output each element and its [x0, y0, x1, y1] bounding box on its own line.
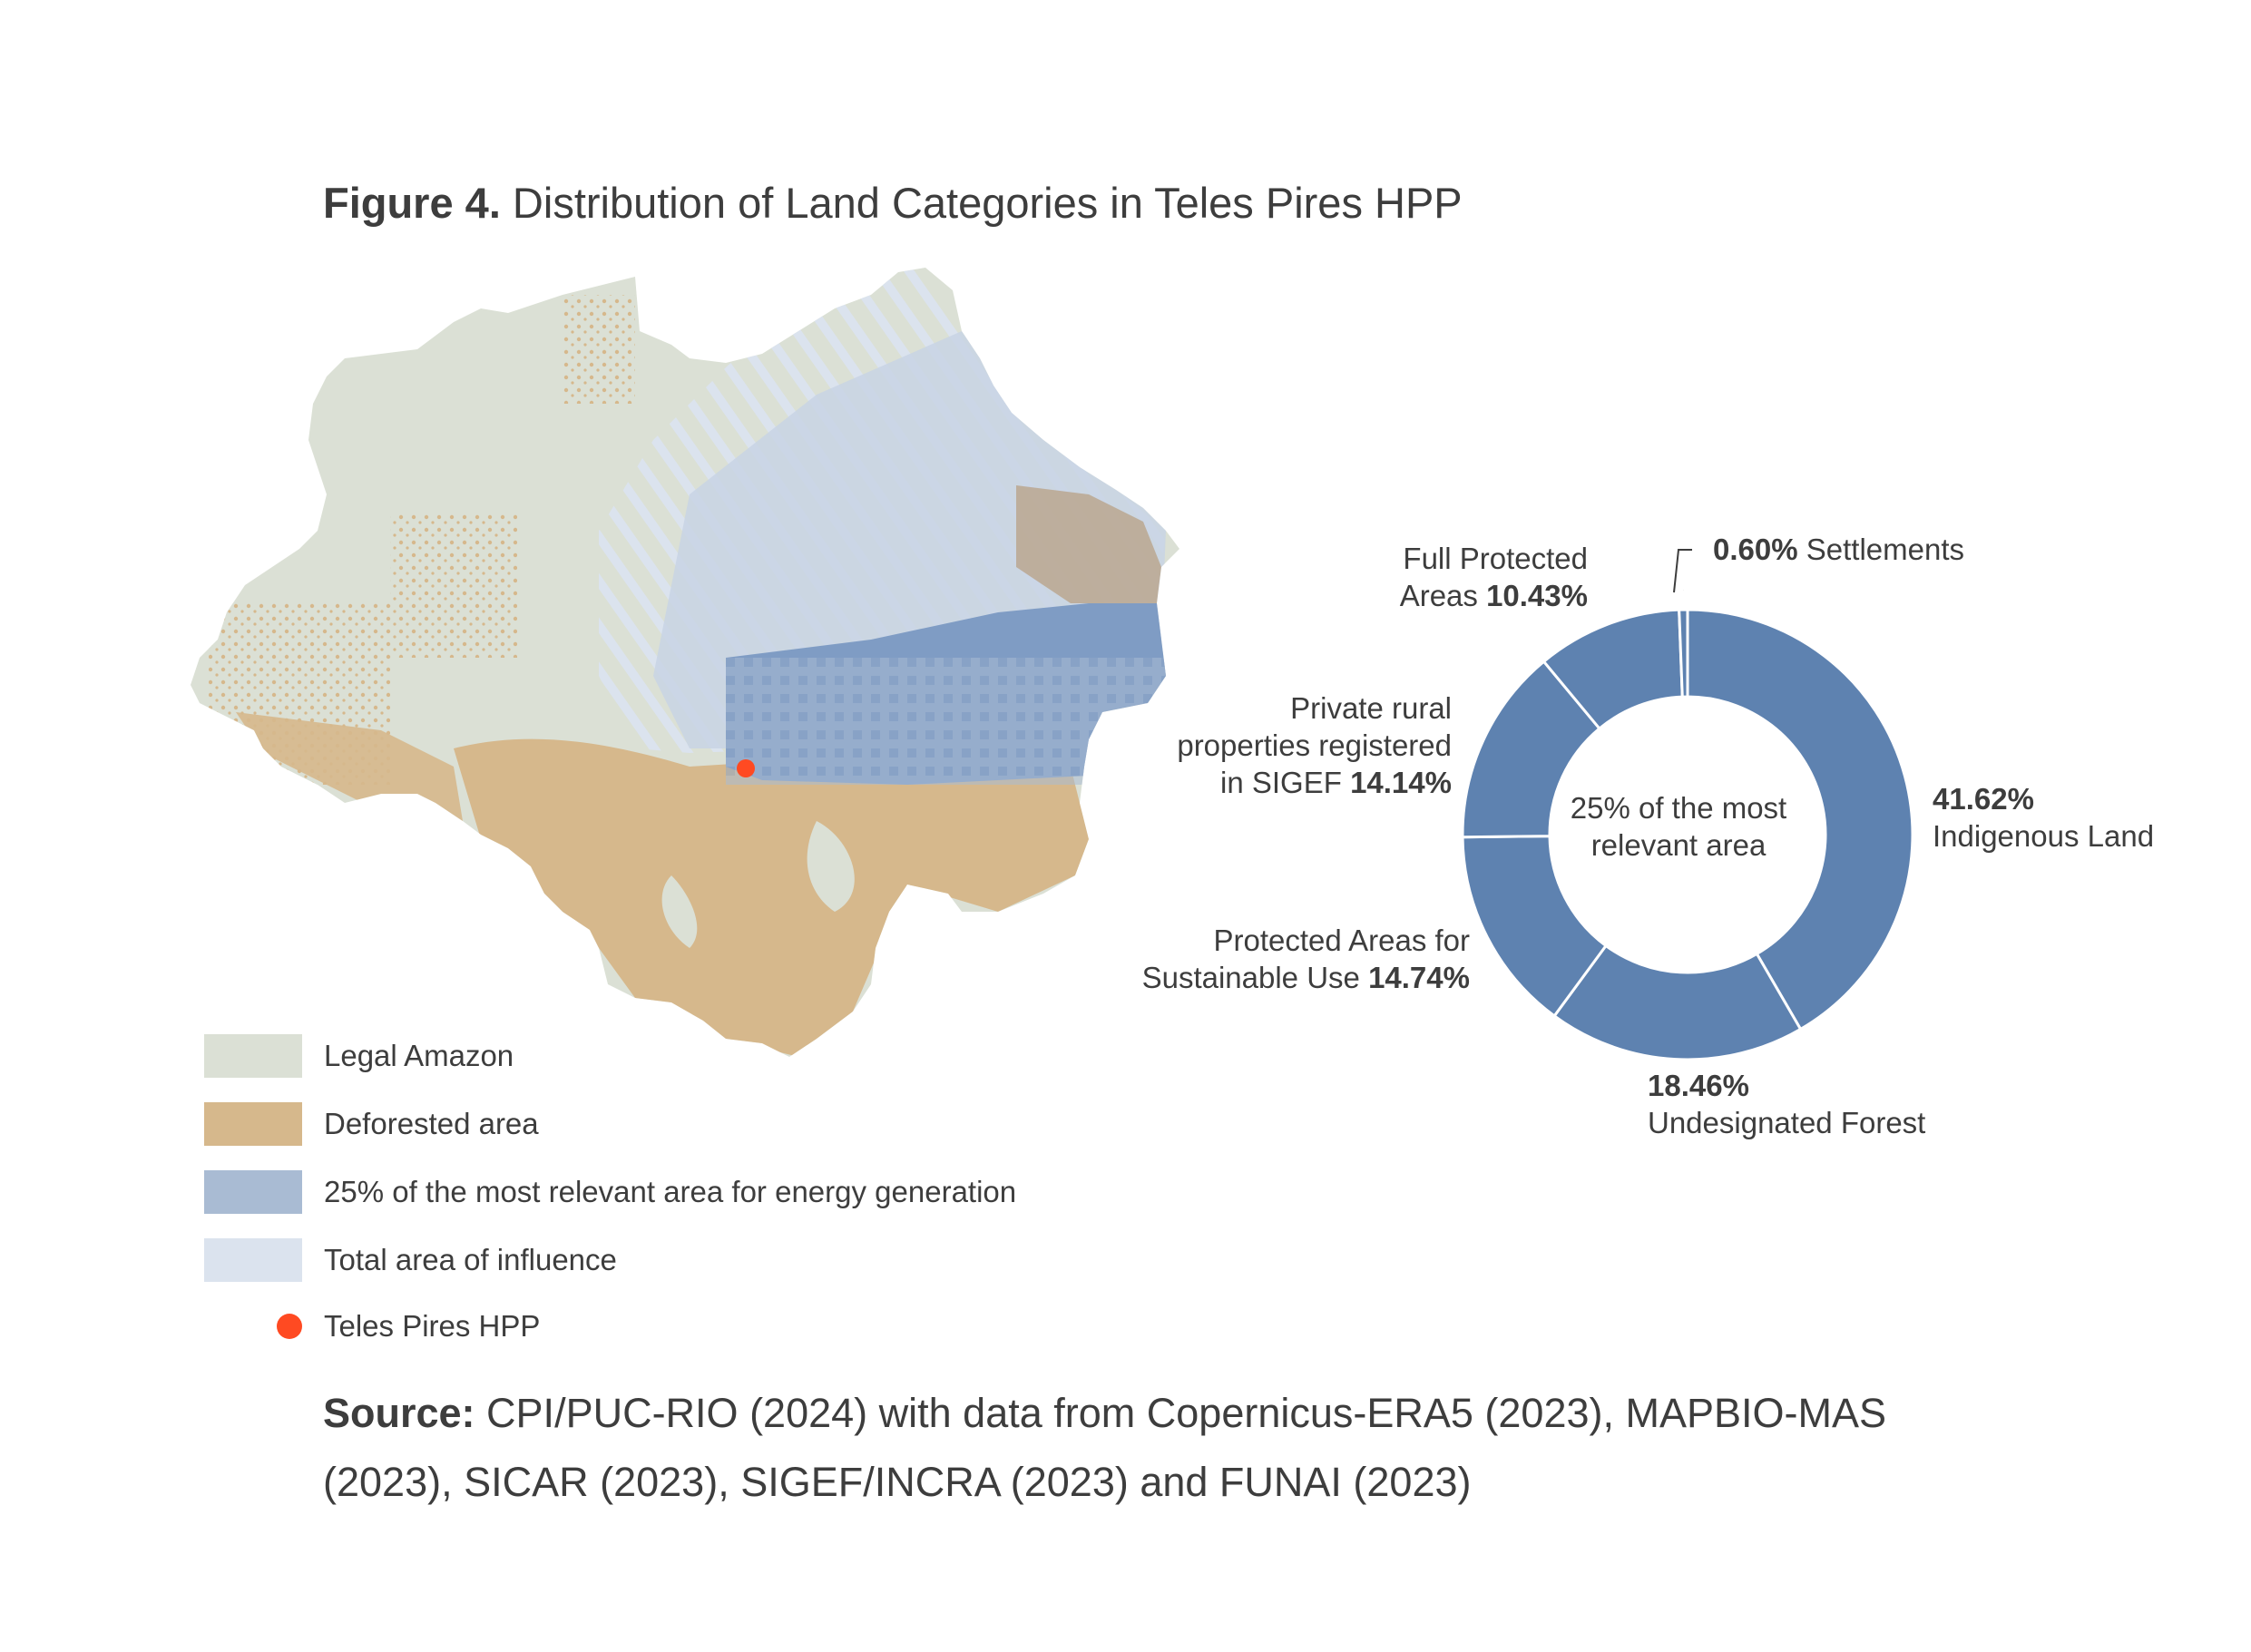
- undesignated-forest-label: 18.46% Undesignated Forest: [1648, 1067, 1925, 1141]
- settlements-label: 0.60% Settlements: [1713, 531, 1964, 568]
- sustainable-value: 14.74%: [1368, 961, 1470, 994]
- donut-center-label: 25% of the most relevant area: [1570, 791, 1787, 862]
- donut-slice-settlements: [1678, 608, 1689, 699]
- legend-label: 25% of the most relevant area for energy…: [324, 1175, 1017, 1208]
- legend-label: Teles Pires HPP: [324, 1309, 541, 1343]
- legal-amazon-map: [191, 268, 1179, 1057]
- undesignated-value: 18.46%: [1648, 1069, 1749, 1102]
- private-rural-value: 14.14%: [1350, 766, 1452, 799]
- full-protected-line2: Areas: [1399, 579, 1487, 612]
- legend-label: Legal Amazon: [324, 1039, 514, 1072]
- teles-pires-hpp-marker: [737, 759, 755, 777]
- indigenous-value: 41.62%: [1933, 782, 2034, 816]
- influence-swatch: [204, 1238, 302, 1282]
- private-rural-line1: Private rural: [1290, 691, 1452, 725]
- figure-number: Figure 4.: [323, 179, 501, 227]
- sustainable-line2: Sustainable Use: [1141, 961, 1369, 994]
- private-rural-label: Private rural properties registered in S…: [1089, 689, 1452, 801]
- sustainable-use-label: Protected Areas for Sustainable Use 14.7…: [1071, 922, 1470, 996]
- settlements-text: Settlements: [1797, 533, 1964, 566]
- source-label: Source:: [323, 1390, 475, 1436]
- sustainable-line1: Protected Areas for: [1213, 924, 1470, 957]
- relevant-area: [726, 485, 1170, 785]
- full-protected-value: 10.43%: [1486, 579, 1588, 612]
- legend-label: Total area of influence: [324, 1243, 617, 1276]
- donut-chart: [1461, 590, 1914, 1061]
- figure-title-text: Distribution of Land Categories in Teles…: [500, 179, 1463, 227]
- source-text: CPI/PUC-RIO (2024) with data from Copern…: [323, 1390, 1887, 1505]
- donut-slice-indigenous-land: [1686, 608, 1914, 1031]
- donut-slices: [1461, 608, 1914, 1061]
- full-protected-line1: Full Protected: [1403, 542, 1588, 575]
- relevant-area-swatch: [204, 1170, 302, 1214]
- settlements-leader: [1673, 549, 1692, 593]
- private-rural-line3: in SIGEF: [1220, 766, 1351, 799]
- settlements-value: 0.60%: [1713, 533, 1798, 566]
- deforested-swatch: [204, 1102, 302, 1146]
- undesignated-text: Undesignated Forest: [1648, 1106, 1926, 1139]
- private-rural-line2: properties registered: [1177, 728, 1452, 762]
- source-note: Source: CPI/PUC-RIO (2024) with data fro…: [323, 1379, 1974, 1517]
- legend-label: Deforested area: [324, 1107, 539, 1140]
- indigenous-land-label: 41.62% Indigenous Land: [1933, 780, 2154, 855]
- legal-amazon-swatch: [204, 1034, 302, 1078]
- indigenous-text: Indigenous Land: [1933, 819, 2155, 853]
- full-protected-label: Full Protected Areas 10.43%: [1270, 540, 1588, 614]
- deforested-area: [236, 712, 1089, 1057]
- hpp-dot-icon: [277, 1314, 302, 1339]
- figure-title: Figure 4. Distribution of Land Categorie…: [323, 178, 1463, 229]
